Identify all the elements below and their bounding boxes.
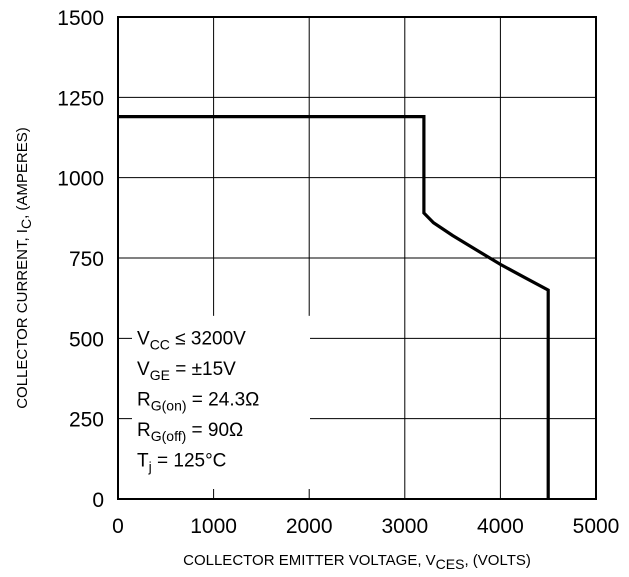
y-axis-label: COLLECTOR CURRENT, IC, (AMPERES) [14, 127, 34, 409]
annotation-line: VCC ≤ 3200V [137, 328, 246, 352]
x-tick-label: 4000 [477, 515, 524, 538]
y-tick-label: 1250 [57, 87, 104, 110]
annotation-line: VGE = ±15V [137, 359, 236, 383]
annotation-line: RG(off) = 90Ω [137, 420, 243, 444]
x-axis-label: COLLECTOR EMITTER VOLTAGE, VCES, (VOLTS) [183, 552, 531, 572]
annotation-box [132, 315, 310, 489]
annotation-background [132, 315, 310, 489]
x-tick-label: 1000 [190, 515, 237, 538]
plot-frame [117, 16, 597, 500]
y-tick-label: 500 [69, 328, 104, 351]
x-tick-label: 0 [112, 515, 124, 538]
y-tick-label: 250 [69, 409, 104, 432]
annotation-line: RG(on) = 24.3Ω [137, 389, 259, 413]
x-tick-label: 5000 [573, 515, 620, 538]
y-tick-label: 750 [69, 248, 104, 271]
y-tick-labels: 0 250 500 750 1000 1250 1500 [57, 7, 104, 512]
x-tick-label: 3000 [381, 515, 428, 538]
y-tick-label: 1500 [57, 7, 104, 30]
series-line [118, 114, 550, 499]
x-tick-labels: 0 1000 2000 3000 4000 5000 [112, 515, 619, 538]
series-group [118, 114, 550, 499]
conditions-annotation: VCC ≤ 3200V VGE = ±15V RG(on) = 24.3Ω RG(of… [137, 328, 259, 474]
y-tick-label: 1000 [57, 168, 104, 191]
x-tick-label: 2000 [286, 515, 333, 538]
y-tick-label: 0 [92, 489, 104, 512]
annotation-line: Tj = 125°C [137, 450, 226, 474]
